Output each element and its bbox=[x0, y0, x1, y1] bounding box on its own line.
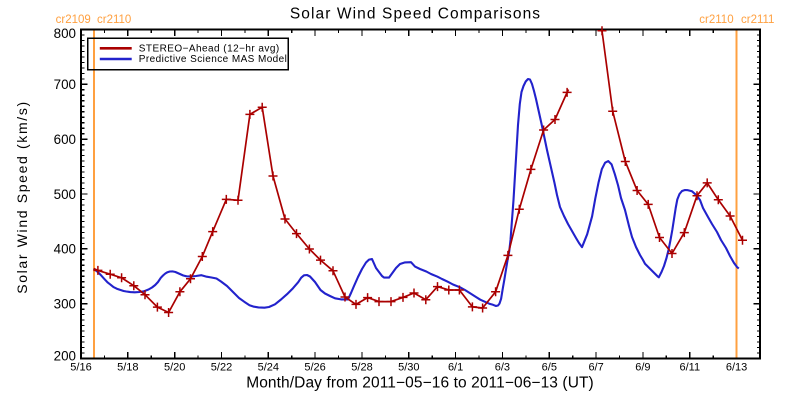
svg-text:5/16: 5/16 bbox=[70, 362, 91, 374]
svg-text:6/9: 6/9 bbox=[635, 362, 650, 374]
svg-text:5/28: 5/28 bbox=[351, 362, 372, 374]
svg-text:500: 500 bbox=[54, 187, 76, 202]
svg-text:6/13: 6/13 bbox=[726, 362, 747, 374]
svg-text:300: 300 bbox=[54, 297, 76, 312]
svg-text:Predictive Science MAS Model: Predictive Science MAS Model bbox=[139, 54, 287, 65]
svg-text:5/18: 5/18 bbox=[117, 362, 138, 374]
svg-text:6/5: 6/5 bbox=[542, 362, 557, 374]
svg-text:6/7: 6/7 bbox=[588, 362, 603, 374]
svg-text:6/11: 6/11 bbox=[680, 362, 701, 374]
svg-text:STEREO−Ahead (12−hr avg): STEREO−Ahead (12−hr avg) bbox=[139, 43, 280, 54]
svg-text:700: 700 bbox=[54, 77, 76, 92]
svg-text:5/22: 5/22 bbox=[211, 362, 232, 374]
svg-text:cr2110: cr2110 bbox=[97, 14, 131, 26]
svg-text:5/30: 5/30 bbox=[398, 362, 419, 374]
svg-text:600: 600 bbox=[54, 132, 76, 147]
svg-text:200: 200 bbox=[54, 348, 76, 363]
svg-text:5/26: 5/26 bbox=[304, 362, 325, 374]
svg-text:6/3: 6/3 bbox=[495, 362, 510, 374]
svg-text:cr2111: cr2111 bbox=[741, 14, 774, 26]
svg-text:cr2110: cr2110 bbox=[699, 14, 733, 26]
svg-text:Solar Wind Speed (km/s): Solar Wind Speed (km/s) bbox=[14, 100, 30, 294]
svg-text:5/24: 5/24 bbox=[258, 362, 279, 374]
svg-text:Month/Day from 2011−05−16 to 2: Month/Day from 2011−05−16 to 2011−06−13 … bbox=[246, 374, 594, 391]
svg-text:Solar Wind Speed Comparisons: Solar Wind Speed Comparisons bbox=[290, 6, 541, 23]
svg-text:cr2109: cr2109 bbox=[56, 14, 91, 26]
svg-text:6/1: 6/1 bbox=[448, 362, 463, 374]
svg-text:400: 400 bbox=[54, 242, 76, 257]
svg-text:5/20: 5/20 bbox=[164, 362, 185, 374]
svg-text:800: 800 bbox=[54, 26, 76, 41]
